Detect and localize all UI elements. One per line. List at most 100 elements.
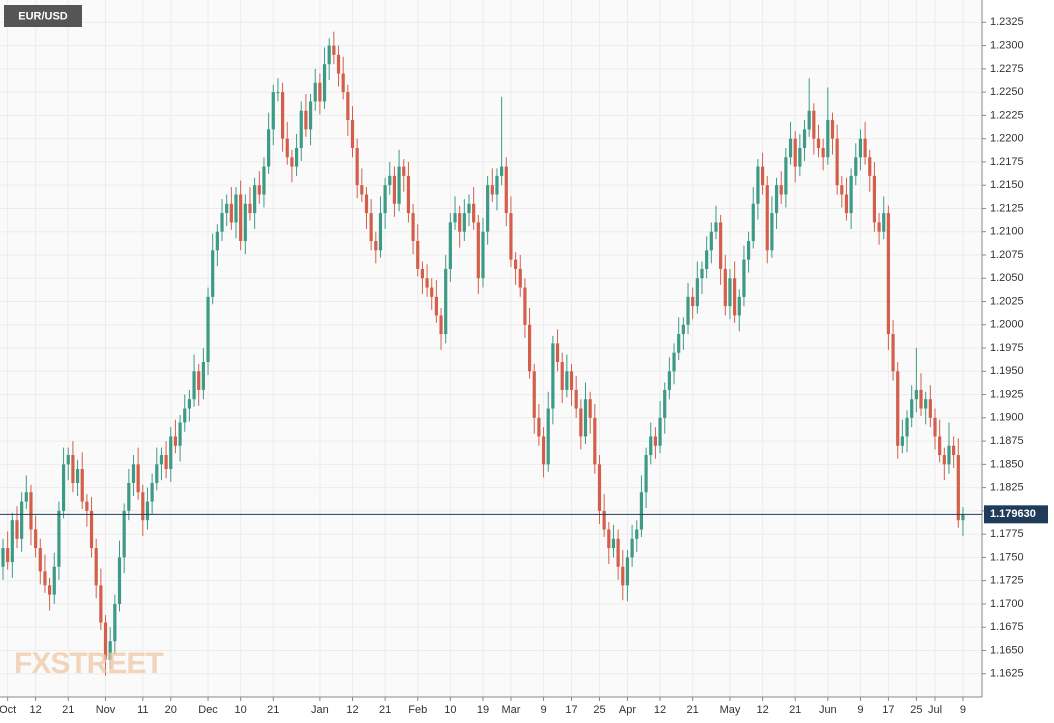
candle-body xyxy=(145,501,150,521)
candle-body xyxy=(802,129,807,148)
x-tick-label: Jan xyxy=(311,704,329,716)
x-tick-label: 12 xyxy=(29,704,41,716)
candle-body xyxy=(653,436,657,446)
candle-body xyxy=(793,138,797,167)
candle-body xyxy=(784,157,788,195)
candle-body xyxy=(844,194,849,214)
candle-body xyxy=(66,455,70,465)
candle-body xyxy=(183,408,187,423)
candle-body xyxy=(267,129,271,167)
candle-body xyxy=(947,445,951,465)
candle-body xyxy=(714,222,718,232)
x-tick-label: Apr xyxy=(619,704,636,716)
candle-body xyxy=(239,194,243,242)
candle-body xyxy=(350,120,355,148)
candle-body xyxy=(886,213,890,335)
candle-body xyxy=(197,371,201,390)
y-tick-label: 1.2300 xyxy=(990,40,1024,52)
candle-body xyxy=(327,45,331,65)
y-tick-label: 1.2025 xyxy=(990,295,1024,307)
candle-body xyxy=(178,422,182,446)
candle-body xyxy=(290,157,294,167)
x-tick-label: 9 xyxy=(857,704,863,716)
y-tick-label: 1.2150 xyxy=(990,179,1024,191)
candle-body xyxy=(374,241,378,251)
candle-body xyxy=(765,185,769,251)
candle-body xyxy=(924,399,928,409)
y-tick-label: 1.2075 xyxy=(990,249,1024,261)
candle-body xyxy=(169,436,173,470)
y-tick-label: 1.1725 xyxy=(990,575,1024,587)
candle-body xyxy=(346,92,350,121)
y-tick-label: 1.2000 xyxy=(990,319,1024,331)
candle-body xyxy=(798,147,802,167)
candle-body xyxy=(392,175,397,204)
y-tick-label: 1.2225 xyxy=(990,109,1024,121)
candle-body xyxy=(849,175,853,214)
x-tick-label: 21 xyxy=(62,704,74,716)
candle-body xyxy=(425,278,429,288)
candle-body xyxy=(905,417,909,437)
candle-body xyxy=(723,268,727,307)
candle-body xyxy=(20,501,24,539)
candle-body xyxy=(705,250,709,269)
candle-body xyxy=(532,371,536,418)
y-tick-label: 1.2275 xyxy=(990,63,1024,75)
last-price-label: 1.179630 xyxy=(990,508,1036,520)
candle-body xyxy=(495,175,499,195)
candle-body xyxy=(52,566,56,595)
x-tick-label: 21 xyxy=(379,704,391,716)
y-tick-label: 1.1975 xyxy=(990,342,1024,354)
x-tick-label: 19 xyxy=(477,704,489,716)
candle-body xyxy=(625,557,630,586)
candle-body xyxy=(364,194,369,214)
candle-body xyxy=(760,166,765,186)
y-tick-label: 1.1875 xyxy=(990,435,1024,447)
candle-body xyxy=(779,185,783,195)
y-tick-label: 1.1775 xyxy=(990,528,1024,540)
candle-body xyxy=(444,268,448,335)
watermark: FXSTREET xyxy=(14,647,163,680)
candle-body xyxy=(262,166,266,195)
y-tick-label: 1.2200 xyxy=(990,133,1024,145)
candle-body xyxy=(439,315,443,335)
candle-body xyxy=(234,194,238,223)
candle-body xyxy=(29,492,33,530)
candle-body xyxy=(57,510,61,567)
candle-body xyxy=(523,287,527,325)
candle-body xyxy=(271,92,275,130)
candle-body xyxy=(896,371,900,446)
candle-body xyxy=(1,548,5,567)
candle-body xyxy=(938,436,942,456)
x-tick-label: 21 xyxy=(267,704,279,716)
candle-body xyxy=(225,203,229,214)
candle-body xyxy=(602,510,606,530)
candle-body xyxy=(304,110,308,130)
candle-body xyxy=(453,213,457,223)
candle-body xyxy=(882,213,886,232)
candle-body xyxy=(774,185,779,214)
x-tick-label: 12 xyxy=(346,704,358,716)
y-tick-label: 1.1825 xyxy=(990,482,1024,494)
candle-body xyxy=(933,417,937,437)
candle-body xyxy=(117,557,122,604)
candle-body xyxy=(220,213,224,232)
candle-body xyxy=(607,529,611,549)
candle-body xyxy=(434,296,438,316)
y-tick-label: 1.2125 xyxy=(990,202,1024,214)
candle-body xyxy=(486,185,490,232)
x-tick-label: May xyxy=(720,704,741,716)
candle-body xyxy=(537,417,541,437)
candle-body xyxy=(527,324,532,372)
candle-body xyxy=(159,455,164,465)
x-tick-label: 12 xyxy=(756,704,768,716)
candle-body xyxy=(6,548,10,563)
candle-body xyxy=(85,501,89,511)
y-tick-label: 1.1650 xyxy=(990,644,1024,656)
candle-body xyxy=(150,482,154,502)
candle-body xyxy=(48,585,52,595)
candle-body xyxy=(94,548,98,586)
candle-body xyxy=(672,352,676,372)
x-tick-label: 10 xyxy=(235,704,247,716)
candle-body xyxy=(127,482,131,511)
